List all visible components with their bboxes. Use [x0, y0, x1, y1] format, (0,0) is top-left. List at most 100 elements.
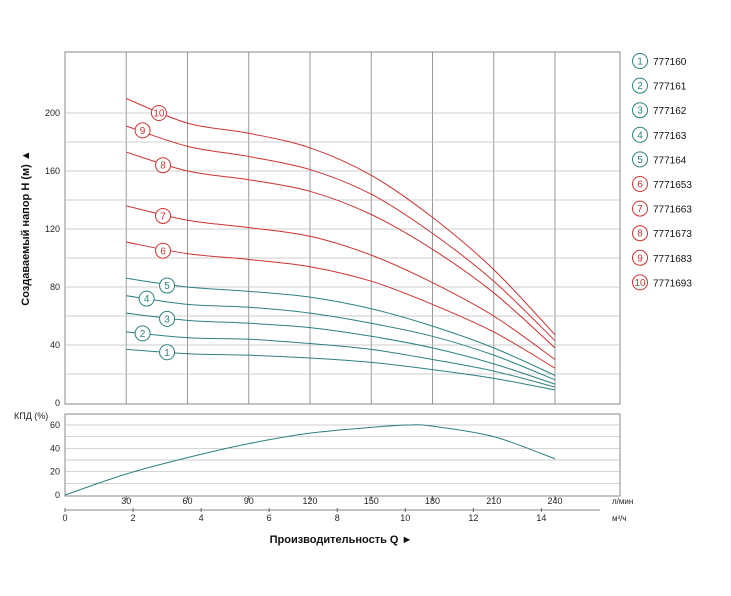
curve-label-text: 8	[160, 161, 166, 172]
x-m3h-tick-label: 12	[468, 513, 478, 523]
x-lmin-tick-label: 240	[547, 496, 562, 506]
legend-marker-number: 3	[637, 106, 643, 117]
x-m3h-tick-label: 14	[536, 513, 546, 523]
head-axis-title: Создаваемый напор H (м) ▲	[20, 150, 32, 305]
head-curve-10	[126, 98, 556, 336]
curve-label-7: 7	[155, 207, 171, 224]
curve-label-10: 10	[150, 105, 167, 121]
x-m3h-tick-label: 8	[335, 513, 340, 523]
curve-label-circle	[134, 325, 151, 342]
x-m3h-tick-label: 4	[199, 513, 204, 523]
legend-item-1: 1 777160	[632, 53, 687, 69]
curve-label-text: 1	[164, 348, 170, 359]
legend-item-3: 3 777162	[632, 102, 687, 119]
head-curve-4	[126, 295, 556, 381]
x-m3h-tick-label: 10	[400, 513, 410, 523]
head-grid	[65, 52, 620, 404]
x-m3h-tick-label: 2	[131, 513, 136, 523]
curve-label-2: 2	[134, 325, 151, 342]
legend-code: 7771653	[653, 180, 692, 191]
legend-code: 7771693	[653, 278, 692, 289]
curve-label-text: 10	[153, 109, 165, 120]
curve-label-8: 8	[155, 157, 171, 174]
x-axis-m3h-unit: м³/ч	[612, 514, 627, 523]
head-y-tick-label: 160	[45, 166, 60, 176]
efficiency-plot-frame	[64, 413, 621, 497]
curve-label-text: 5	[164, 281, 170, 292]
legend-code: 777160	[653, 57, 687, 68]
legend-marker	[632, 102, 648, 119]
efficiency-grid	[65, 424, 620, 484]
curve-label-text: 4	[144, 294, 150, 305]
curve-label-4: 4	[138, 290, 155, 307]
head-curve-9	[126, 125, 556, 342]
curve-label-circle	[159, 277, 176, 294]
head-panel: 0 40 80 120 160 200 1 2 3 4 5 6 7 8 9 10 Создаваемый н…	[20, 51, 621, 408]
curve-label-circle	[155, 242, 171, 259]
legend-marker	[632, 249, 648, 266]
curve-label-text: 6	[160, 246, 166, 257]
legend-item-7: 7 7771663	[632, 200, 692, 217]
legend-marker	[632, 77, 648, 94]
x-axis-lmin-ticks: 30 60 90 120 150 180 210 240	[121, 496, 563, 506]
head-curve-6	[126, 241, 556, 369]
legend-marker-number: 4	[637, 130, 643, 141]
efficiency-y-ticks: 0 20 40 60	[50, 420, 60, 500]
x-m3h-tick-label: 0	[62, 513, 67, 523]
efficiency-y-tick-label: 0	[55, 490, 60, 500]
legend-marker-number: 5	[637, 155, 643, 166]
curve-label-text: 7	[160, 211, 166, 222]
efficiency-curve	[64, 424, 556, 496]
curve-label-5: 5	[159, 277, 176, 294]
x-axis-lmin-unit: л/мин	[612, 497, 633, 506]
x-lmin-tick-label: 90	[244, 496, 254, 506]
efficiency-y-tick-label: 60	[50, 420, 60, 430]
curve-label-circle	[155, 207, 171, 224]
curve-label-circle	[155, 157, 171, 174]
efficiency-y-tick-label: 20	[50, 467, 60, 477]
curve-label-9: 9	[134, 122, 151, 139]
curve-label-circle	[134, 122, 151, 139]
head-y-tick-label: 80	[50, 282, 60, 292]
legend-code: 7771663	[653, 205, 692, 216]
legend-marker	[632, 274, 648, 291]
legend-marker	[632, 151, 648, 168]
legend-marker	[632, 200, 648, 217]
efficiency-y-tick-label: 40	[50, 443, 60, 453]
legend-marker-number: 10	[634, 278, 646, 289]
x-lmin-tick-label: 210	[486, 496, 501, 506]
legend-code: 7771683	[653, 254, 692, 265]
legend-marker-number: 1	[637, 57, 643, 68]
legend-code: 777163	[653, 131, 687, 142]
curve-label-circle	[138, 290, 155, 307]
x-lmin-tick-label: 120	[302, 496, 317, 506]
curve-label-circle	[159, 344, 176, 361]
head-y-tick-label: 40	[50, 340, 60, 350]
legend-marker-number: 7	[637, 204, 643, 215]
legend-code: 777162	[653, 106, 687, 117]
legend-marker-number: 9	[637, 253, 643, 264]
legend-marker	[632, 176, 648, 192]
head-curve-labels: 1 2 3 4 5 6 7 8 9 10	[134, 105, 176, 361]
legend-item-6: 6 7771653	[632, 176, 692, 192]
legend-marker-number: 6	[637, 180, 643, 191]
curve-label-text: 2	[140, 329, 146, 340]
curve-label-text: 9	[140, 126, 146, 137]
curve-label-text: 3	[164, 314, 170, 325]
x-lmin-tick-label: 150	[364, 496, 379, 506]
legend: 1 777160 2 777161 3 777162 4 777163 5 777164 6 7771…	[632, 53, 692, 291]
curve-label-3: 3	[159, 310, 176, 327]
curve-label-6: 6	[155, 242, 171, 259]
head-y-tick-label: 120	[45, 224, 60, 234]
efficiency-curve-line	[64, 424, 556, 496]
head-curve-8	[126, 151, 556, 349]
legend-code: 777164	[653, 155, 687, 166]
x-lmin-tick-label: 180	[425, 496, 440, 506]
legend-item-8: 8 7771673	[632, 225, 692, 242]
legend-item-5: 5 777164	[632, 151, 687, 168]
curve-label-circle	[150, 105, 167, 121]
legend-marker	[632, 53, 648, 69]
efficiency-axis-title: КПД (%)	[14, 411, 48, 421]
legend-item-9: 9 7771683	[632, 249, 692, 266]
curve-label-1: 1	[159, 344, 176, 361]
